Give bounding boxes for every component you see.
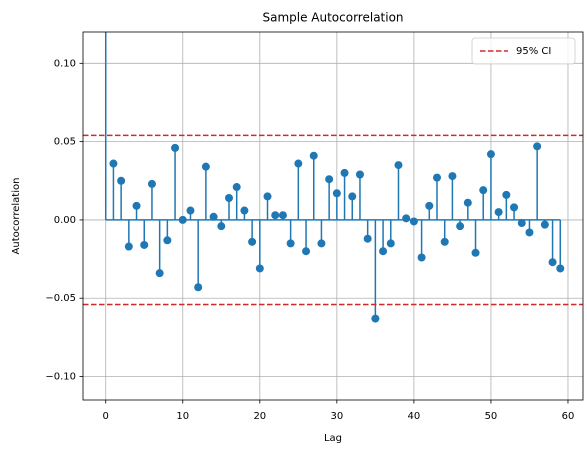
stem-marker <box>394 161 403 170</box>
stem-marker <box>232 183 241 192</box>
x-tick-label: 50 <box>485 411 498 422</box>
grid <box>83 32 583 400</box>
stem-marker <box>240 206 249 215</box>
stem-marker <box>209 212 218 221</box>
stem-marker <box>140 240 149 249</box>
stem-marker <box>548 258 557 267</box>
stem-marker <box>147 179 156 188</box>
legend-box <box>471 37 576 65</box>
chart-title: Sample Autocorrelation <box>262 11 403 25</box>
stem-marker <box>248 237 257 246</box>
stem-marker <box>540 220 549 229</box>
stem-marker <box>286 239 295 248</box>
stem-marker <box>309 151 318 160</box>
stem-marker <box>471 248 480 257</box>
stem-marker <box>109 159 118 168</box>
y-tick-label: −0.10 <box>45 372 76 383</box>
stem-marker <box>533 142 542 151</box>
x-tick-label: 10 <box>176 411 189 422</box>
stem-marker <box>255 264 264 273</box>
stem-marker <box>417 253 426 262</box>
stem-marker <box>348 192 357 201</box>
stem-marker <box>224 193 233 202</box>
stem-marker <box>317 239 326 248</box>
y-tick-label: 0.00 <box>54 215 76 226</box>
stem-marker <box>194 283 203 292</box>
stem-marker <box>217 222 226 231</box>
x-tick-label: 0 <box>103 411 109 422</box>
x-tick-label: 60 <box>562 411 575 422</box>
stem-marker <box>278 211 287 220</box>
stem-marker <box>409 217 418 226</box>
stem-marker <box>363 234 372 243</box>
stem-marker <box>556 264 565 273</box>
stem-marker <box>448 172 457 181</box>
plot-area <box>83 32 583 323</box>
stem-marker <box>433 173 442 182</box>
plot-frame <box>82 31 584 401</box>
stem-marker <box>502 190 511 199</box>
stem-marker <box>201 162 210 171</box>
stem-marker <box>163 236 172 245</box>
stem-marker <box>386 239 395 248</box>
y-axis-label: Autocorrelation <box>11 178 22 255</box>
stem-marker <box>425 201 434 210</box>
stem-marker <box>486 150 495 159</box>
stem-marker <box>402 214 411 223</box>
stem-marker <box>440 237 449 246</box>
stem-marker <box>263 192 272 201</box>
y-tick-label: −0.05 <box>45 293 76 304</box>
x-tick-label: 40 <box>408 411 421 422</box>
stem-marker <box>355 170 364 179</box>
legend-label: 95% CI <box>516 46 551 57</box>
stem-marker <box>271 211 280 220</box>
stem-marker <box>510 203 519 212</box>
x-tick-label: 30 <box>330 411 343 422</box>
stem-marker <box>456 222 465 231</box>
stem-marker <box>302 247 311 256</box>
x-axis-label: Lag <box>324 433 342 444</box>
stem-marker <box>117 176 126 185</box>
stem-marker <box>186 206 195 215</box>
stem-marker <box>171 143 180 152</box>
stem-marker <box>325 175 334 184</box>
stem-marker <box>479 186 488 195</box>
legend: 95% CI <box>471 37 576 65</box>
stem-marker <box>379 247 388 256</box>
x-tick-label: 20 <box>253 411 266 422</box>
stem-marker <box>178 215 187 224</box>
stem-marker <box>124 242 133 251</box>
stem-marker <box>494 208 503 217</box>
stem-marker <box>371 314 380 323</box>
stem-marker <box>132 201 141 210</box>
stem-marker <box>155 269 164 278</box>
y-tick-label: 0.10 <box>54 58 76 69</box>
stem-marker <box>463 198 472 207</box>
stem-marker <box>340 168 349 177</box>
stem-marker <box>517 219 526 228</box>
stem-marker <box>525 228 534 237</box>
stem-marker <box>332 189 341 198</box>
stem-marker <box>294 159 303 168</box>
y-tick-label: 0.05 <box>54 137 76 148</box>
